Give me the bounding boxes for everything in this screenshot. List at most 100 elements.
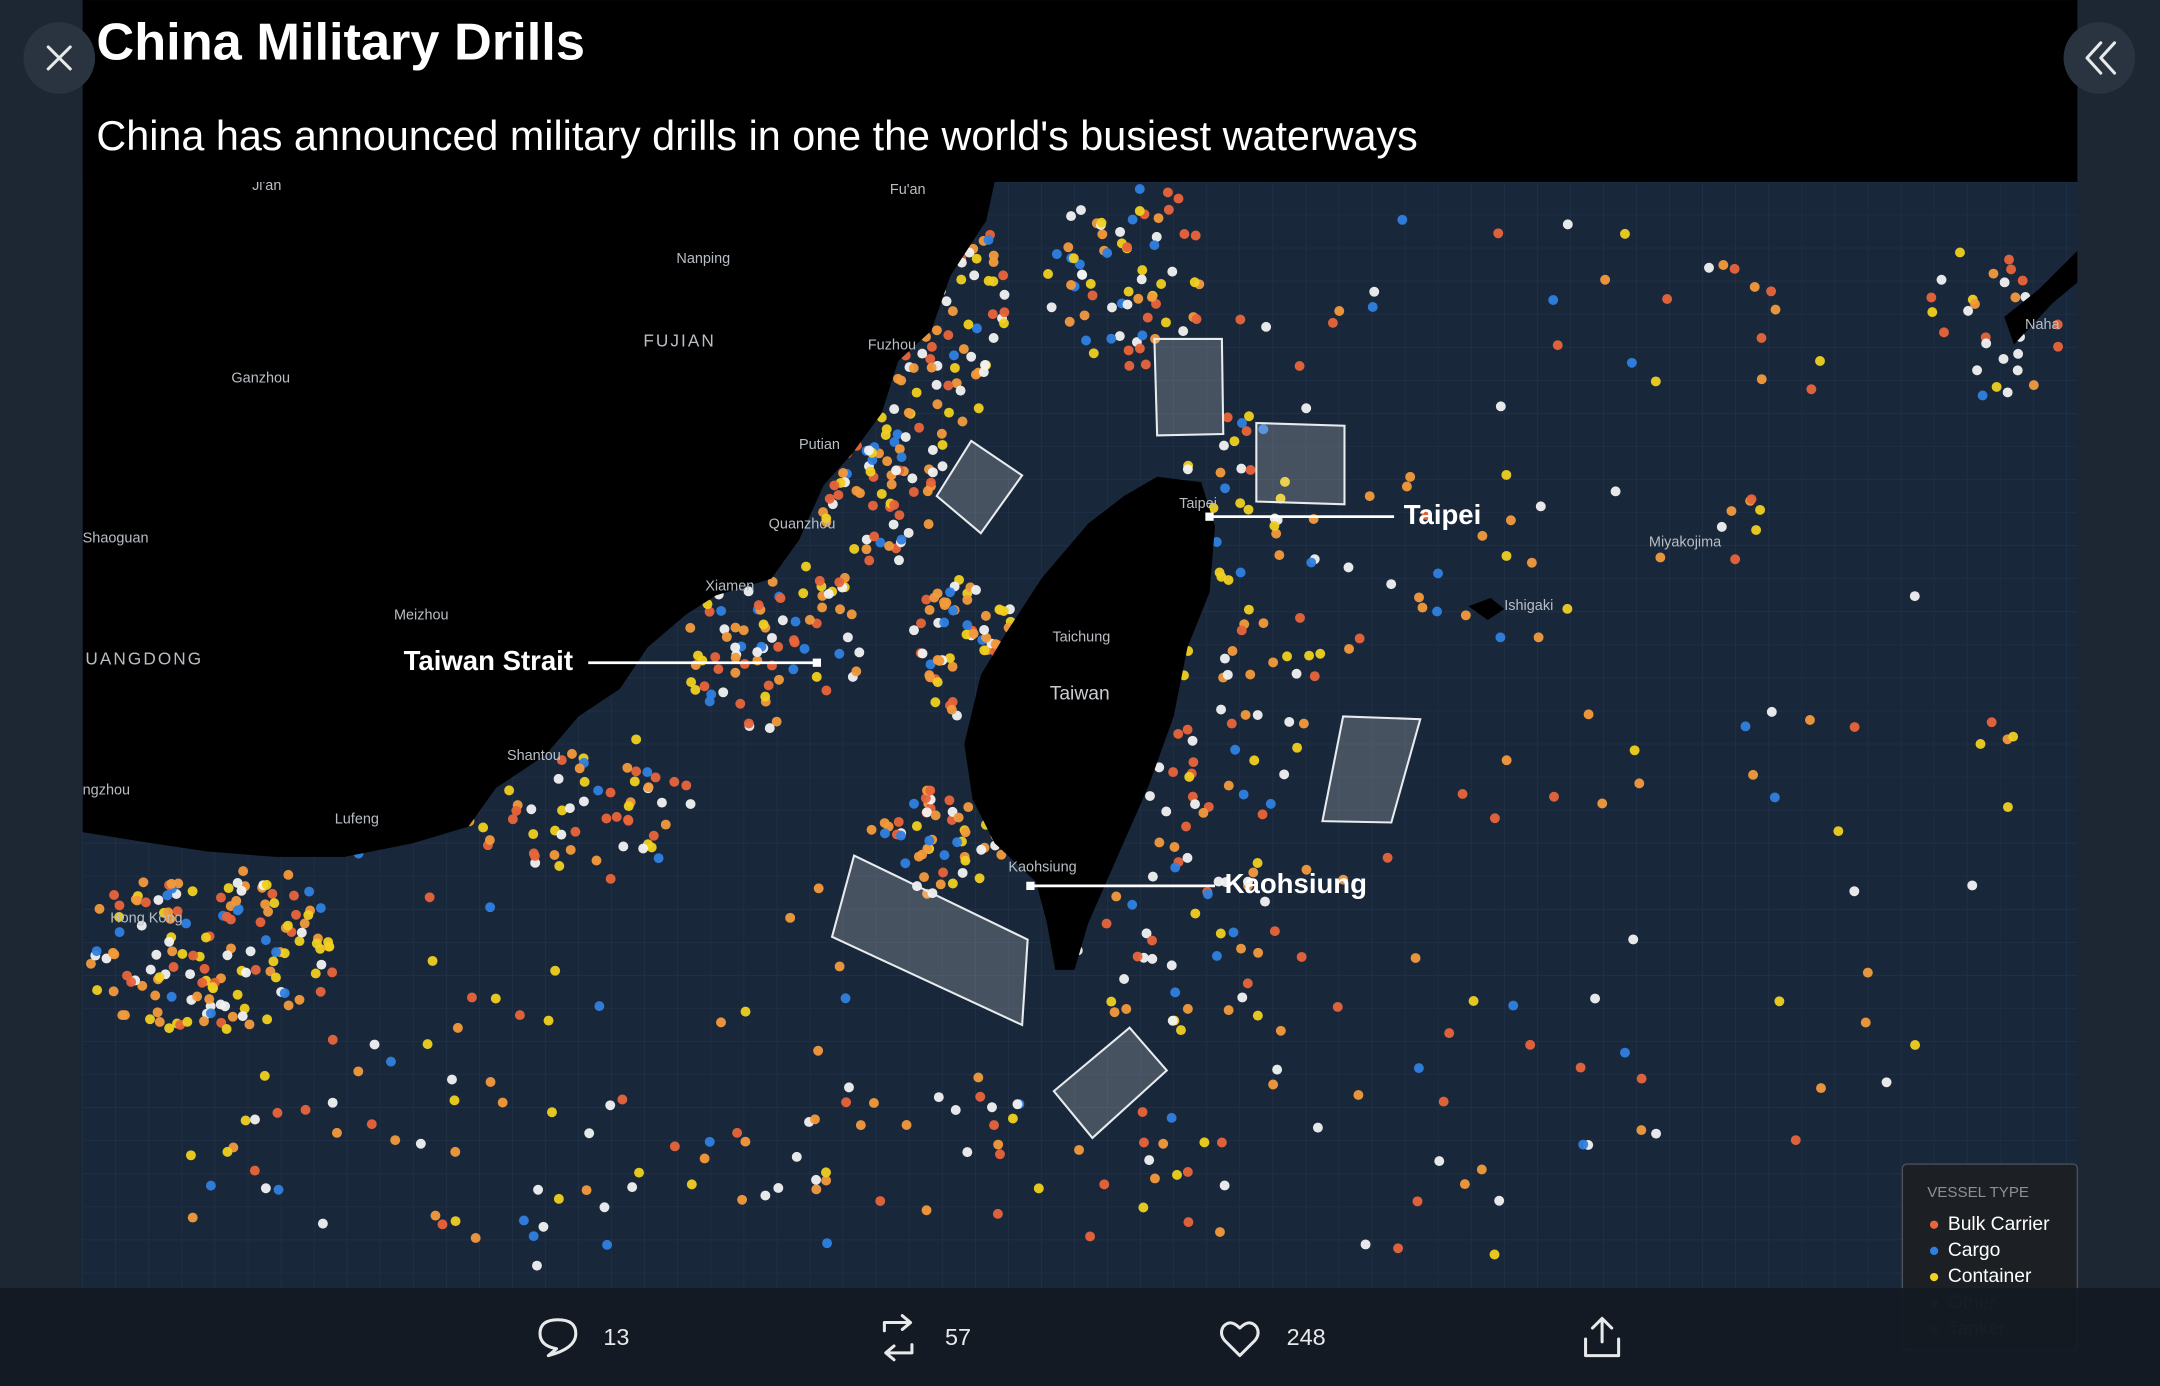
vessel-dot (893, 816, 904, 827)
vessel-dot (538, 1221, 549, 1232)
vessel-dot (869, 531, 880, 542)
vessel-dot (1988, 268, 1999, 279)
reply-icon[interactable] (538, 1318, 578, 1358)
vessel-dot (656, 797, 667, 808)
vessel-dot (1137, 1107, 1148, 1118)
vessel-dot (109, 889, 120, 900)
vessel-dot (296, 927, 307, 938)
vessel-dot (611, 811, 622, 822)
vessel-dot (1967, 880, 1978, 891)
vessel-dot (946, 704, 957, 715)
vessel-dot (669, 776, 680, 787)
vessel-dot (653, 853, 664, 864)
vessel-dot (882, 456, 893, 467)
vessel-dot (132, 895, 143, 906)
vessel-dot (911, 387, 922, 398)
vessel-dot (239, 1003, 250, 1014)
vessel-dot (920, 793, 931, 804)
like-icon[interactable] (1220, 1321, 1260, 1358)
vessel-dot (300, 1104, 311, 1115)
vessel-dot (760, 1190, 771, 1201)
vessel-dot (660, 819, 671, 830)
vessel-dot (1161, 806, 1172, 817)
vessel-dot (969, 270, 980, 281)
vessel-dot (92, 985, 103, 996)
retweet-count[interactable]: 57 (945, 1324, 971, 1350)
vessel-dot (925, 353, 936, 364)
place-label: Quanzhou (769, 517, 836, 533)
vessel-dot (704, 696, 715, 707)
reply-count[interactable]: 13 (603, 1324, 629, 1350)
vessel-dot (987, 1102, 997, 1113)
vessel-dot (1252, 858, 1263, 868)
vessel-dot (1109, 1007, 1120, 1018)
vessel-dot (968, 628, 979, 639)
like-button[interactable]: 248 (1220, 1321, 1326, 1358)
vessel-dot (1774, 996, 1785, 1007)
vessel-dot (1085, 1231, 1096, 1242)
vessel-dot (988, 276, 999, 287)
vessel-dot (730, 667, 741, 678)
expand-icon[interactable] (2085, 41, 2117, 75)
vessel-dot (1628, 934, 1639, 945)
vessel-dot (1166, 960, 1177, 971)
place-label: Taiwan (1050, 683, 1110, 704)
vessel-dot (450, 1146, 461, 1157)
vessel-dot (1364, 491, 1375, 502)
vessel-dot (817, 602, 828, 613)
vessel-dot (557, 805, 567, 816)
vessel-dot (164, 936, 175, 947)
vessel-dot (1172, 1169, 1182, 1180)
vessel-dot (1271, 528, 1282, 539)
vessel-dot (821, 1175, 832, 1186)
retweet-icon[interactable] (882, 1314, 914, 1362)
vessel-dot (273, 1184, 284, 1195)
close-button[interactable] (23, 22, 96, 94)
vessel-dot (1242, 876, 1253, 887)
vessel-dot (1245, 465, 1256, 475)
vessel-dot (1275, 1025, 1286, 1036)
callout-label: Taipei (1404, 499, 1482, 530)
vessel-dot (1245, 669, 1256, 680)
reply-button[interactable]: 13 (538, 1318, 629, 1358)
vessel-dot (685, 622, 696, 633)
close-icon[interactable] (46, 45, 72, 71)
vessel-dot (775, 593, 786, 604)
vessel-dot (888, 519, 899, 530)
vessel-dot (1261, 321, 1272, 332)
vessel-dot (1301, 864, 1312, 875)
vessel-dot (260, 899, 271, 910)
vessel-dot (1081, 335, 1092, 346)
vessel-dot (1312, 1122, 1323, 1133)
share-icon[interactable] (1584, 1316, 1621, 1358)
retweet-button[interactable]: 57 (882, 1314, 971, 1362)
vessel-dot (907, 473, 918, 484)
vessel-dot (449, 1095, 460, 1106)
vessel-dot (315, 903, 326, 913)
vessel-dot (924, 604, 935, 615)
vessel-dot (894, 444, 905, 454)
vessel-dot (944, 407, 954, 418)
vessel-dot (579, 776, 590, 787)
vessel-dot (268, 956, 279, 967)
expand-button[interactable] (2063, 22, 2136, 94)
vessel-dot (1223, 780, 1234, 791)
share-button[interactable] (1584, 1316, 1621, 1358)
vessel-dot (390, 1135, 401, 1146)
vessel-dot (1562, 603, 1573, 614)
vessel-dot (1147, 935, 1158, 946)
vessel-dot (1237, 418, 1247, 428)
vessel-dot (1173, 193, 1184, 204)
vessel-dot (1476, 1164, 1487, 1175)
vessel-dot (617, 1094, 628, 1105)
vessel-dot (1751, 525, 1762, 535)
vessel-dot (1088, 348, 1099, 359)
vessel-dot (876, 488, 887, 499)
vessel-dot (1170, 987, 1181, 998)
vessel-dot (924, 670, 935, 681)
vessel-dot (526, 804, 537, 815)
like-count[interactable]: 248 (1287, 1324, 1326, 1350)
vessel-dot (921, 807, 932, 818)
vessel-dot (849, 543, 860, 554)
vessel-dot (1730, 554, 1741, 565)
